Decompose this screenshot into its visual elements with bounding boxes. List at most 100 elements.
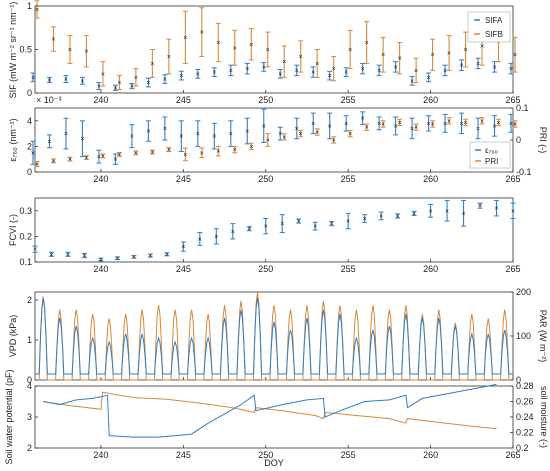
svg-text:×: ×	[431, 52, 435, 59]
eps760-point: ×	[376, 116, 382, 131]
svg-text:×: ×	[315, 130, 319, 137]
sifa-point: ×	[178, 70, 184, 81]
y-tick-label: 0	[516, 375, 521, 385]
fcvi-point: ×	[65, 251, 71, 259]
svg-text:×: ×	[229, 68, 233, 75]
sifa-point: ×	[30, 72, 36, 83]
x-tick-label: 240	[93, 264, 108, 274]
svg-text:×: ×	[414, 125, 418, 132]
svg-text:×: ×	[150, 150, 154, 157]
svg-text:×: ×	[492, 123, 496, 130]
eps760-point: ×	[261, 108, 267, 144]
x-tick-label: 260	[423, 264, 438, 274]
sifa-point: ×	[409, 75, 415, 86]
svg-text:×: ×	[84, 49, 88, 56]
svg-text:×: ×	[445, 208, 449, 215]
eps760-point: ×	[79, 120, 85, 158]
y-tick-label: 100	[516, 331, 531, 341]
eps760-point: ×	[195, 120, 201, 147]
panel-soil-marks	[43, 383, 497, 438]
svg-text:×: ×	[377, 68, 381, 75]
svg-text:×: ×	[361, 116, 365, 123]
fcvi-point: ×	[428, 203, 434, 218]
svg-text:×: ×	[51, 158, 55, 165]
svg-text:×: ×	[179, 134, 183, 141]
svg-text:×: ×	[247, 226, 251, 233]
svg-text:×: ×	[332, 66, 336, 73]
x-tick-label: 255	[341, 264, 356, 274]
svg-text:×: ×	[363, 216, 367, 223]
sifb-point: ×	[265, 31, 271, 68]
svg-text:×: ×	[212, 134, 216, 141]
pri-point: ×	[149, 150, 155, 157]
svg-text:×: ×	[262, 64, 266, 71]
soil-potential-line	[43, 383, 497, 438]
legend-eps-label: ε₇₆₀	[485, 146, 498, 155]
y-tick-label: 0.1	[19, 257, 32, 267]
svg-text:×: ×	[233, 45, 237, 52]
svg-text:×: ×	[297, 219, 301, 226]
vpd-line	[35, 297, 513, 375]
pri-point: ×	[314, 128, 320, 137]
svg-text:×: ×	[233, 147, 237, 154]
sifa-point: ×	[327, 70, 333, 81]
eps760-point: ×	[310, 112, 316, 135]
panel-eps-frame	[34, 107, 514, 173]
sifb-point: ×	[232, 29, 238, 66]
sifb-point: ×	[364, 21, 370, 64]
sifb-point: ×	[397, 42, 403, 75]
svg-text:×: ×	[249, 144, 253, 151]
svg-text:×: ×	[231, 229, 235, 236]
sifb-point: ×	[380, 36, 386, 73]
pri-point: ×	[479, 117, 485, 125]
pri-point: ×	[446, 117, 452, 125]
sifb-point: ×	[413, 57, 419, 84]
x-tick-label: 240	[93, 174, 108, 184]
fcvi-ylabel: FCVI (-)	[8, 214, 18, 246]
fcvi-point: ×	[48, 251, 54, 259]
svg-text:×: ×	[278, 131, 282, 138]
eps760-point: ×	[294, 117, 300, 140]
svg-text:×: ×	[130, 84, 134, 91]
sifb-point: ×	[133, 68, 139, 87]
sif-legend: SIFA SIFB	[467, 11, 511, 43]
x-tick-label: 240	[93, 450, 108, 460]
y-tick-label: 0	[27, 375, 32, 385]
svg-text:×: ×	[330, 221, 334, 228]
pri-point: ×	[397, 118, 403, 127]
fcvi-point: ×	[345, 212, 351, 230]
svg-text:×: ×	[295, 68, 299, 75]
sif-legend-box	[467, 11, 511, 43]
eps-legend: ε₇₆₀ PRI	[469, 141, 511, 169]
soil-ylabel: Soil water potential (pF)	[4, 369, 14, 464]
sifa-point: ×	[508, 62, 514, 75]
svg-text:×: ×	[148, 253, 152, 260]
panel-vpd-marks	[35, 291, 513, 381]
sifb-point: ×	[166, 38, 172, 75]
x-tick-label: 250	[258, 174, 273, 184]
soil-moisture-ylabel: soil moisture (-)	[539, 386, 549, 448]
svg-text:×: ×	[464, 47, 468, 54]
x-tick-label: 245	[176, 95, 191, 105]
svg-text:×: ×	[447, 50, 451, 57]
y-tick-label: 0.2	[19, 231, 32, 241]
sifb-point: ×	[298, 40, 304, 73]
y-tick-label: 0.28	[516, 381, 534, 391]
y-tick-label: 4	[27, 381, 32, 391]
legend-sifa-label: SIFA	[485, 16, 503, 25]
svg-text:×: ×	[80, 78, 84, 85]
svg-text:×: ×	[266, 47, 270, 54]
fcvi-point: ×	[378, 211, 384, 220]
svg-text:×: ×	[315, 61, 319, 68]
y-tick-label: 4	[27, 116, 32, 126]
pri-point: ×	[116, 152, 122, 159]
pri-point: ×	[496, 118, 502, 127]
pri-point: ×	[512, 120, 518, 129]
svg-text:×: ×	[381, 52, 385, 59]
pri-point: ×	[67, 157, 73, 164]
eps760-point: ×	[211, 122, 217, 150]
sifb-point: ×	[281, 45, 287, 78]
fcvi-point: ×	[510, 202, 516, 219]
pri-point: ×	[298, 129, 304, 138]
